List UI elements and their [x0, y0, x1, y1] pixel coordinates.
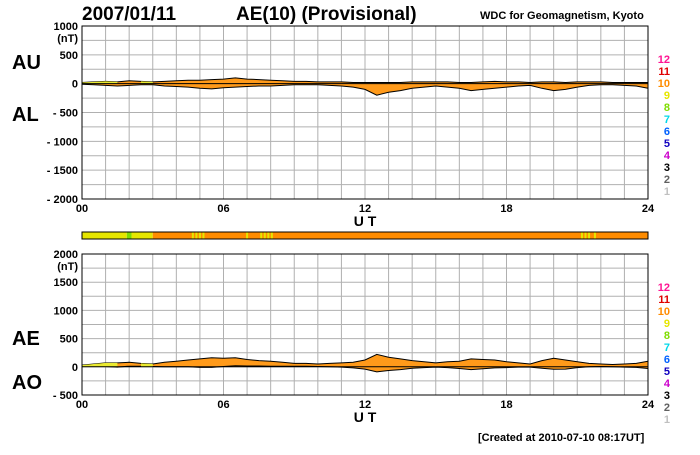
activity-fleck [202, 232, 205, 239]
activity-fleck [584, 232, 587, 239]
activity-level-12: 12 [658, 54, 670, 66]
y-tick-label: - 2000 [47, 194, 78, 206]
series-line-1 [81, 353, 649, 366]
series-area-1 [82, 354, 648, 367]
low-activity-tint [82, 81, 118, 84]
y-tick-label: 1000 [54, 305, 78, 317]
activity-level-9: 9 [664, 90, 670, 102]
activity-level-7: 7 [664, 114, 670, 126]
activity-level-6: 6 [664, 126, 670, 138]
y-unit-label: (nT) [57, 33, 78, 45]
activity-fleck [260, 232, 263, 239]
activity-fleck [588, 232, 591, 239]
plot-date: 2007/01/11 [82, 4, 177, 25]
series-line-1 [81, 77, 648, 84]
activity-level-6: 6 [664, 354, 670, 366]
x-tick-label: 00 [76, 399, 88, 411]
activity-level-5: 5 [664, 138, 670, 150]
al-label: AL [12, 104, 39, 126]
y-tick-label: 2000 [54, 249, 78, 261]
x-axis-label: U T [354, 213, 377, 229]
activity-level-8: 8 [664, 330, 670, 342]
activity-fleck [195, 232, 198, 239]
x-tick-label: 12 [359, 399, 371, 411]
activity-segment-level-8 [126, 232, 132, 239]
low-activity-tint [141, 363, 153, 367]
activity-level-8: 8 [664, 102, 670, 114]
activity-level-10: 10 [658, 78, 670, 90]
data-source: WDC for Geomagnetism, Kyoto [480, 10, 644, 22]
y-unit-label: (nT) [57, 261, 78, 273]
low-activity-tint [82, 362, 118, 367]
activity-fleck [246, 232, 249, 239]
activity-fleck [267, 232, 270, 239]
y-tick-label: 0 [72, 362, 78, 374]
y-tick-label: 500 [60, 334, 78, 346]
activity-level-3: 3 [664, 162, 670, 174]
x-tick-label: 06 [217, 399, 229, 411]
y-tick-label: - 1500 [47, 165, 78, 177]
activity-level-10: 10 [658, 306, 670, 318]
activity-level-1: 1 [664, 414, 670, 426]
activity-fleck [270, 232, 273, 239]
activity-level-2: 2 [664, 402, 670, 414]
activity-level-7: 7 [664, 342, 670, 354]
y-tick-label: 1500 [54, 277, 78, 289]
activity-segment-level-9 [131, 232, 153, 239]
series-line-2 [81, 83, 649, 96]
activity-level-4: 4 [664, 150, 671, 162]
activity-level-11: 11 [658, 294, 670, 306]
activity-fleck [593, 232, 596, 239]
activity-fleck [263, 232, 266, 239]
ae-label: AE [12, 328, 40, 350]
activity-fleck [191, 232, 194, 239]
x-tick-label: 24 [642, 399, 655, 411]
activity-level-3: 3 [664, 390, 670, 402]
y-tick-label: 1000 [54, 21, 78, 33]
x-tick-label: 06 [217, 203, 229, 215]
activity-bar-frame [81, 231, 649, 240]
activity-fleck [198, 232, 201, 239]
x-tick-label: 24 [642, 203, 655, 215]
series-area-2 [82, 83, 648, 96]
plot-frame [81, 253, 649, 396]
plot-title: AE(10) (Provisional) [236, 4, 417, 25]
y-tick-label: - 500 [53, 390, 78, 402]
activity-segment-level-10 [152, 232, 648, 239]
activity-level-5: 5 [664, 366, 670, 378]
ao-label: AO [12, 372, 42, 394]
activity-segment-level-9 [82, 232, 127, 239]
x-axis-label: U T [354, 409, 377, 425]
created-timestamp: [Created at 2010-07-10 08:17UT] [478, 432, 645, 444]
x-tick-label: 18 [500, 399, 512, 411]
activity-level-9: 9 [664, 318, 670, 330]
y-tick-label: - 1000 [47, 136, 78, 148]
activity-level-1: 1 [664, 186, 670, 198]
plot-frame [81, 25, 649, 200]
y-tick-label: - 500 [53, 108, 78, 120]
activity-level-4: 4 [664, 378, 671, 390]
activity-level-11: 11 [658, 66, 670, 78]
low-activity-tint [141, 81, 153, 84]
activity-level-12: 12 [658, 282, 670, 294]
x-tick-label: 12 [359, 203, 371, 215]
activity-fleck [580, 232, 583, 239]
x-tick-label: 18 [500, 203, 512, 215]
y-tick-label: 500 [60, 50, 78, 62]
x-tick-label: 00 [76, 203, 88, 215]
y-tick-label: 0 [72, 79, 78, 91]
activity-level-2: 2 [664, 174, 670, 186]
au-label: AU [12, 52, 41, 74]
